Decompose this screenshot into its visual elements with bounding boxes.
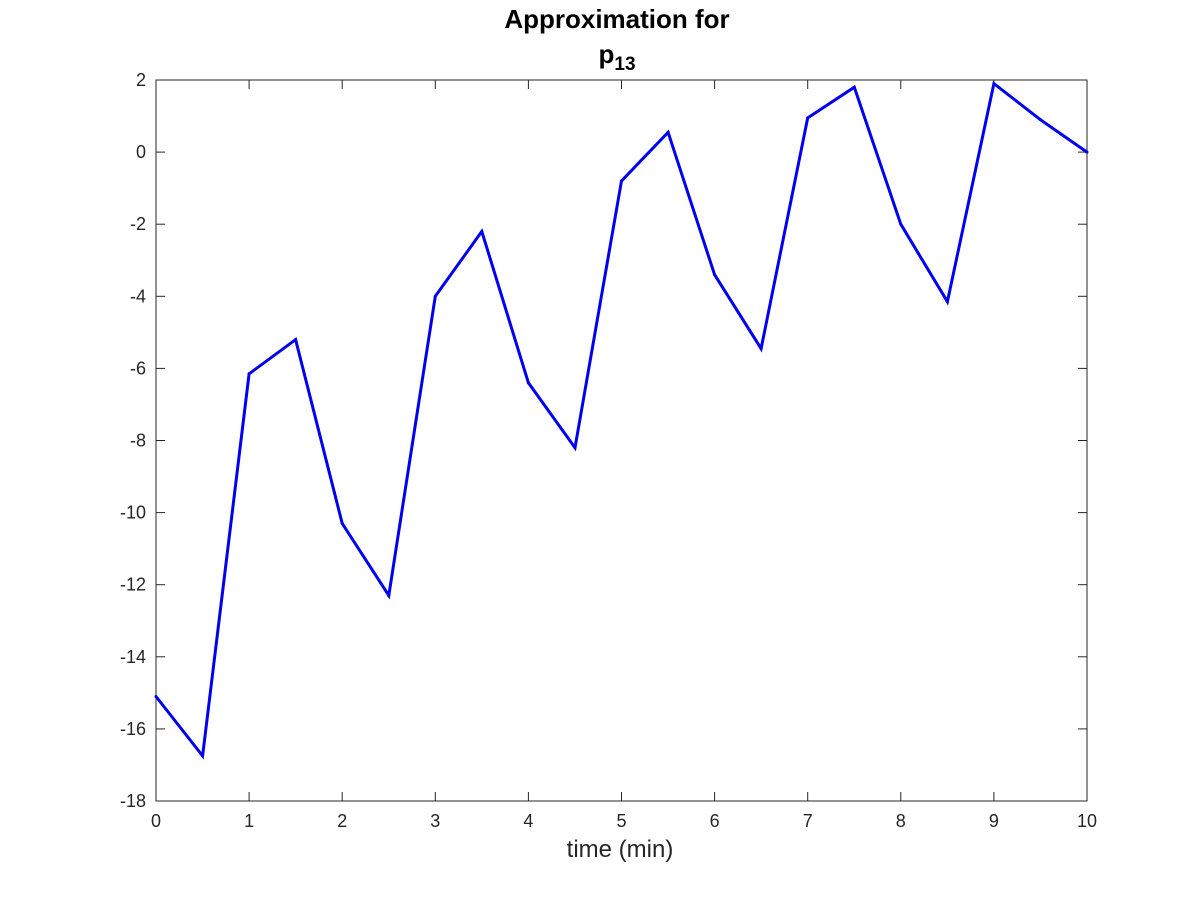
y-tick-label: 2 [136, 70, 146, 90]
data-point [247, 372, 251, 376]
x-tick-label: 7 [803, 811, 813, 831]
data-point [480, 229, 484, 233]
chart-title-line1: Approximation for [504, 4, 729, 34]
data-point [201, 754, 205, 758]
data-point [852, 85, 856, 89]
chart-title-symbol: p [598, 39, 614, 69]
data-point [154, 694, 158, 698]
data-point [759, 347, 763, 351]
y-tick-label: -14 [120, 647, 146, 667]
y-tick-label: -4 [130, 286, 146, 306]
x-tick-label: 5 [616, 811, 626, 831]
series-layer [154, 80, 1089, 760]
x-tick-label: 8 [896, 811, 906, 831]
chart-title-line2: p13 [598, 39, 635, 75]
x-tick-label: 1 [244, 811, 254, 831]
y-tick-label: -2 [130, 214, 146, 234]
x-tick-label: 10 [1077, 811, 1097, 831]
x-tick-label: 3 [430, 811, 440, 831]
y-tick-label: -18 [120, 791, 146, 811]
data-point [573, 446, 577, 450]
x-tick-label: 9 [989, 811, 999, 831]
data-point [806, 116, 810, 120]
x-tick-label: 0 [151, 811, 161, 831]
y-tick-label: -10 [120, 503, 146, 523]
y-tick-label: -8 [130, 431, 146, 451]
chart-title-subscript: 13 [614, 54, 635, 75]
y-tick-label: -12 [120, 575, 146, 595]
data-point [433, 294, 437, 298]
x-tick-label: 6 [710, 811, 720, 831]
data-point [666, 130, 670, 134]
y-tick-label: -16 [120, 719, 146, 739]
data-point [340, 521, 344, 525]
data-point [945, 300, 949, 304]
x-tick-label: 2 [337, 811, 347, 831]
data-point [294, 338, 298, 342]
y-tick-label: -6 [130, 358, 146, 378]
data-point [387, 594, 391, 598]
axes: 0 1 2 3 4 5 6 7 8 9 10 2 0 -2 -4 -6 -8 -10 -12 -14 -16 -18 [120, 70, 1097, 831]
data-point [992, 82, 996, 86]
data-point [1085, 150, 1089, 154]
series-line-0 [154, 80, 1088, 760]
data-point [620, 179, 623, 183]
data-point [526, 381, 530, 385]
y-tick-label: 0 [136, 142, 146, 162]
x-axis-label: time (min) [567, 836, 674, 863]
x-tick-label: 4 [523, 811, 533, 831]
data-point [899, 222, 903, 226]
data-point [1038, 118, 1042, 122]
data-point [713, 273, 717, 277]
